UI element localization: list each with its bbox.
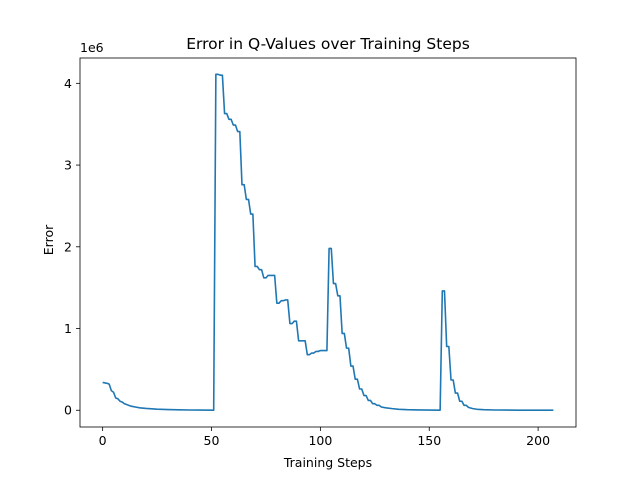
- y-axis-ticks: 0 1 2 3 4: [64, 76, 80, 418]
- x-tick-label: 150: [417, 433, 441, 448]
- x-tick-label: 200: [526, 433, 550, 448]
- y-tick-label: 1: [64, 321, 72, 336]
- x-tick-label: 50: [204, 433, 220, 448]
- x-axis-label: Training Steps: [283, 455, 372, 470]
- error-series-line: [102, 73, 554, 412]
- x-axis-ticks: 0 50 100 150 200: [99, 427, 550, 448]
- chart-title: Error in Q-Values over Training Steps: [186, 35, 470, 53]
- y-tick-label: 0: [64, 403, 72, 418]
- x-tick-label: 0: [99, 433, 107, 448]
- y-axis-offset-label: 1e6: [80, 40, 104, 55]
- y-tick-label: 4: [64, 76, 72, 91]
- y-tick-label: 3: [64, 158, 72, 173]
- x-tick-label: 100: [308, 433, 332, 448]
- y-axis-label: Error: [41, 224, 56, 255]
- y-tick-label: 2: [64, 239, 72, 254]
- plot-area-frame: [79, 57, 577, 428]
